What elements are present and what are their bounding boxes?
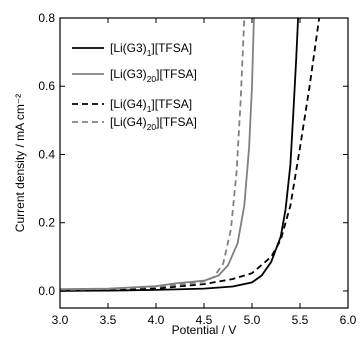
series-line-3: [59, 17, 321, 292]
legend-entry-1: [Li(G3)1][TFSA]: [110, 41, 192, 58]
x-axis: 3.0 3.5 4.0 4.5 5.0 5.5 6.0: [52, 18, 357, 327]
series-line-1: [59, 17, 299, 292]
legend-entry-3: [Li(G4)1][TFSA]: [110, 97, 192, 114]
series-line-4: [59, 17, 246, 291]
y-tick-label: 0.0: [38, 284, 55, 298]
y-tick-label: 0.4: [38, 147, 55, 161]
legend: [Li(G3)1][TFSA] [Li(G3)20][TFSA] [Li(G4)1]…: [72, 41, 197, 132]
y-tick-label: 0.6: [38, 79, 55, 93]
x-tick-label: 5.5: [292, 313, 309, 327]
y-tick-label: 0.8: [38, 11, 55, 25]
y-axis-label: Current density / mA cm⁻²: [13, 94, 27, 232]
y-axis: 0.0 0.2 0.4 0.6 0.8: [38, 11, 348, 298]
legend-entry-4: [Li(G4)20][TFSA]: [110, 115, 197, 132]
plot-series: [59, 17, 321, 292]
x-tick-label: 6.0: [340, 313, 357, 327]
series-line-2: [59, 17, 255, 291]
x-tick-label: 5.0: [244, 313, 261, 327]
y-tick-label: 0.2: [38, 216, 55, 230]
x-tick-label: 4.5: [196, 313, 213, 327]
legend-entry-2: [Li(G3)20][TFSA]: [110, 67, 197, 84]
x-axis-label: Potential / V: [172, 323, 237, 337]
plot-frame: [59, 17, 349, 309]
x-tick-label: 3.5: [100, 313, 117, 327]
x-tick-label: 4.0: [148, 313, 165, 327]
x-tick-label: 3.0: [52, 313, 69, 327]
